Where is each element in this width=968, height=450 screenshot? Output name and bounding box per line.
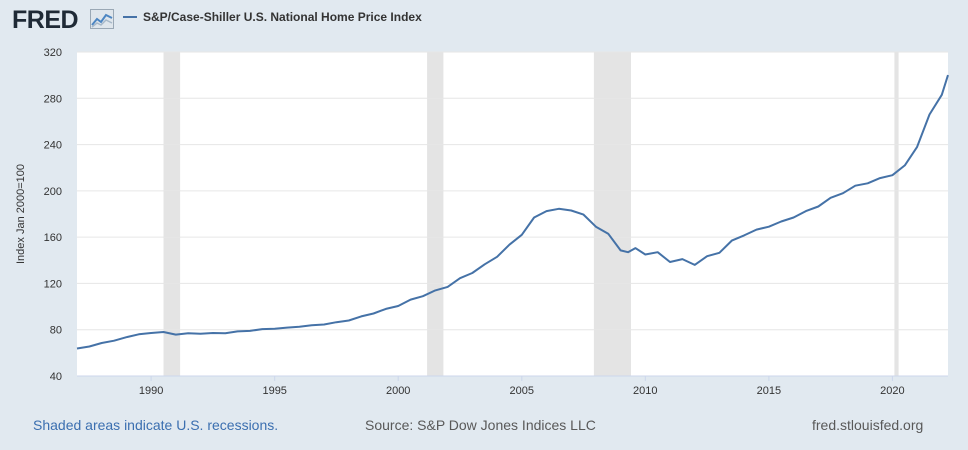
x-tick-label-2010: 2010 <box>633 385 657 397</box>
recession-band-2 <box>427 52 444 376</box>
legend-line-swatch <box>123 16 137 18</box>
x-tick-labels: 1990 1995 2000 2005 2010 2015 2020 <box>139 385 905 397</box>
recession-note-link[interactable]: Shaded areas indicate U.S. recessions. <box>33 417 279 433</box>
y-tick-label-320: 320 <box>44 47 62 59</box>
y-tick-label-240: 240 <box>44 140 62 152</box>
x-tick-label-1995: 1995 <box>262 385 286 397</box>
legend-label: S&P/Case-Shiller U.S. National Home Pric… <box>143 10 422 24</box>
home-price-chart[interactable]: 40 80 120 160 200 240 280 320 1990 1995 2000 2005 2… <box>0 38 968 410</box>
recession-band-1 <box>163 52 181 376</box>
y-tick-labels: 40 80 120 160 200 240 280 320 <box>44 47 62 383</box>
x-tick-label-2020: 2020 <box>880 385 904 397</box>
x-tick-label-2005: 2005 <box>510 385 534 397</box>
fred-logo[interactable]: FRED <box>12 6 79 34</box>
y-tick-label-200: 200 <box>44 186 62 198</box>
site-link[interactable]: fred.stlouisfed.org <box>812 417 924 433</box>
recession-band-3 <box>593 52 631 376</box>
y-gridlines <box>77 51 948 377</box>
header: FRED S&P/Case-Shiller U.S. National Home… <box>0 0 968 40</box>
source-label: Source: S&P Dow Jones Indices LLC <box>365 417 596 433</box>
y-tick-label-80: 80 <box>50 325 62 337</box>
recession-band-4 <box>894 52 899 376</box>
x-tick-marks <box>150 376 893 381</box>
y-tick-label-120: 120 <box>44 278 62 290</box>
y-axis-label: Index Jan 2000=100 <box>15 164 27 264</box>
x-tick-label-2000: 2000 <box>386 385 410 397</box>
y-tick-label-160: 160 <box>44 232 62 244</box>
x-tick-label-1990: 1990 <box>139 385 163 397</box>
y-tick-label-280: 280 <box>44 93 62 105</box>
x-tick-label-2015: 2015 <box>757 385 781 397</box>
recession-bands <box>163 52 899 376</box>
plot-background <box>77 52 948 376</box>
y-tick-label-40: 40 <box>50 371 62 383</box>
fred-graph-icon <box>90 9 114 29</box>
series-line-home-price-index[interactable] <box>76 74 949 350</box>
chart-legend[interactable]: S&P/Case-Shiller U.S. National Home Pric… <box>123 10 422 24</box>
